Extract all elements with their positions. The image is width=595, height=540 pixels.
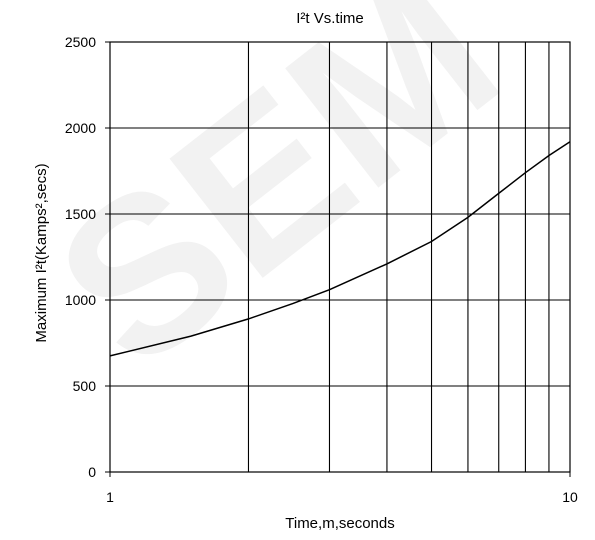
y-tick-label: 0 <box>88 464 96 480</box>
y-tick-label: 1500 <box>65 206 96 222</box>
x-axis-ticks: 1 10 <box>106 472 578 505</box>
grid <box>110 42 570 472</box>
y-tick-label: 1000 <box>65 292 96 308</box>
y-axis-label: Maximum I²t(Kamps²,secs) <box>33 163 50 342</box>
chart-title: I²t Vs.time <box>296 10 364 27</box>
y-tick-label: 2500 <box>65 34 96 50</box>
x-tick-label: 1 <box>106 489 114 505</box>
y-axis-ticks: 0 500 1000 1500 2000 2500 <box>65 34 110 480</box>
y-tick-label: 2000 <box>65 120 96 136</box>
x-axis-label: Time,m,seconds <box>285 515 394 532</box>
series-line <box>109 141 571 357</box>
y-tick-label: 500 <box>73 378 97 394</box>
plot-frame <box>109 41 571 473</box>
x-tick-label: 10 <box>562 489 578 505</box>
